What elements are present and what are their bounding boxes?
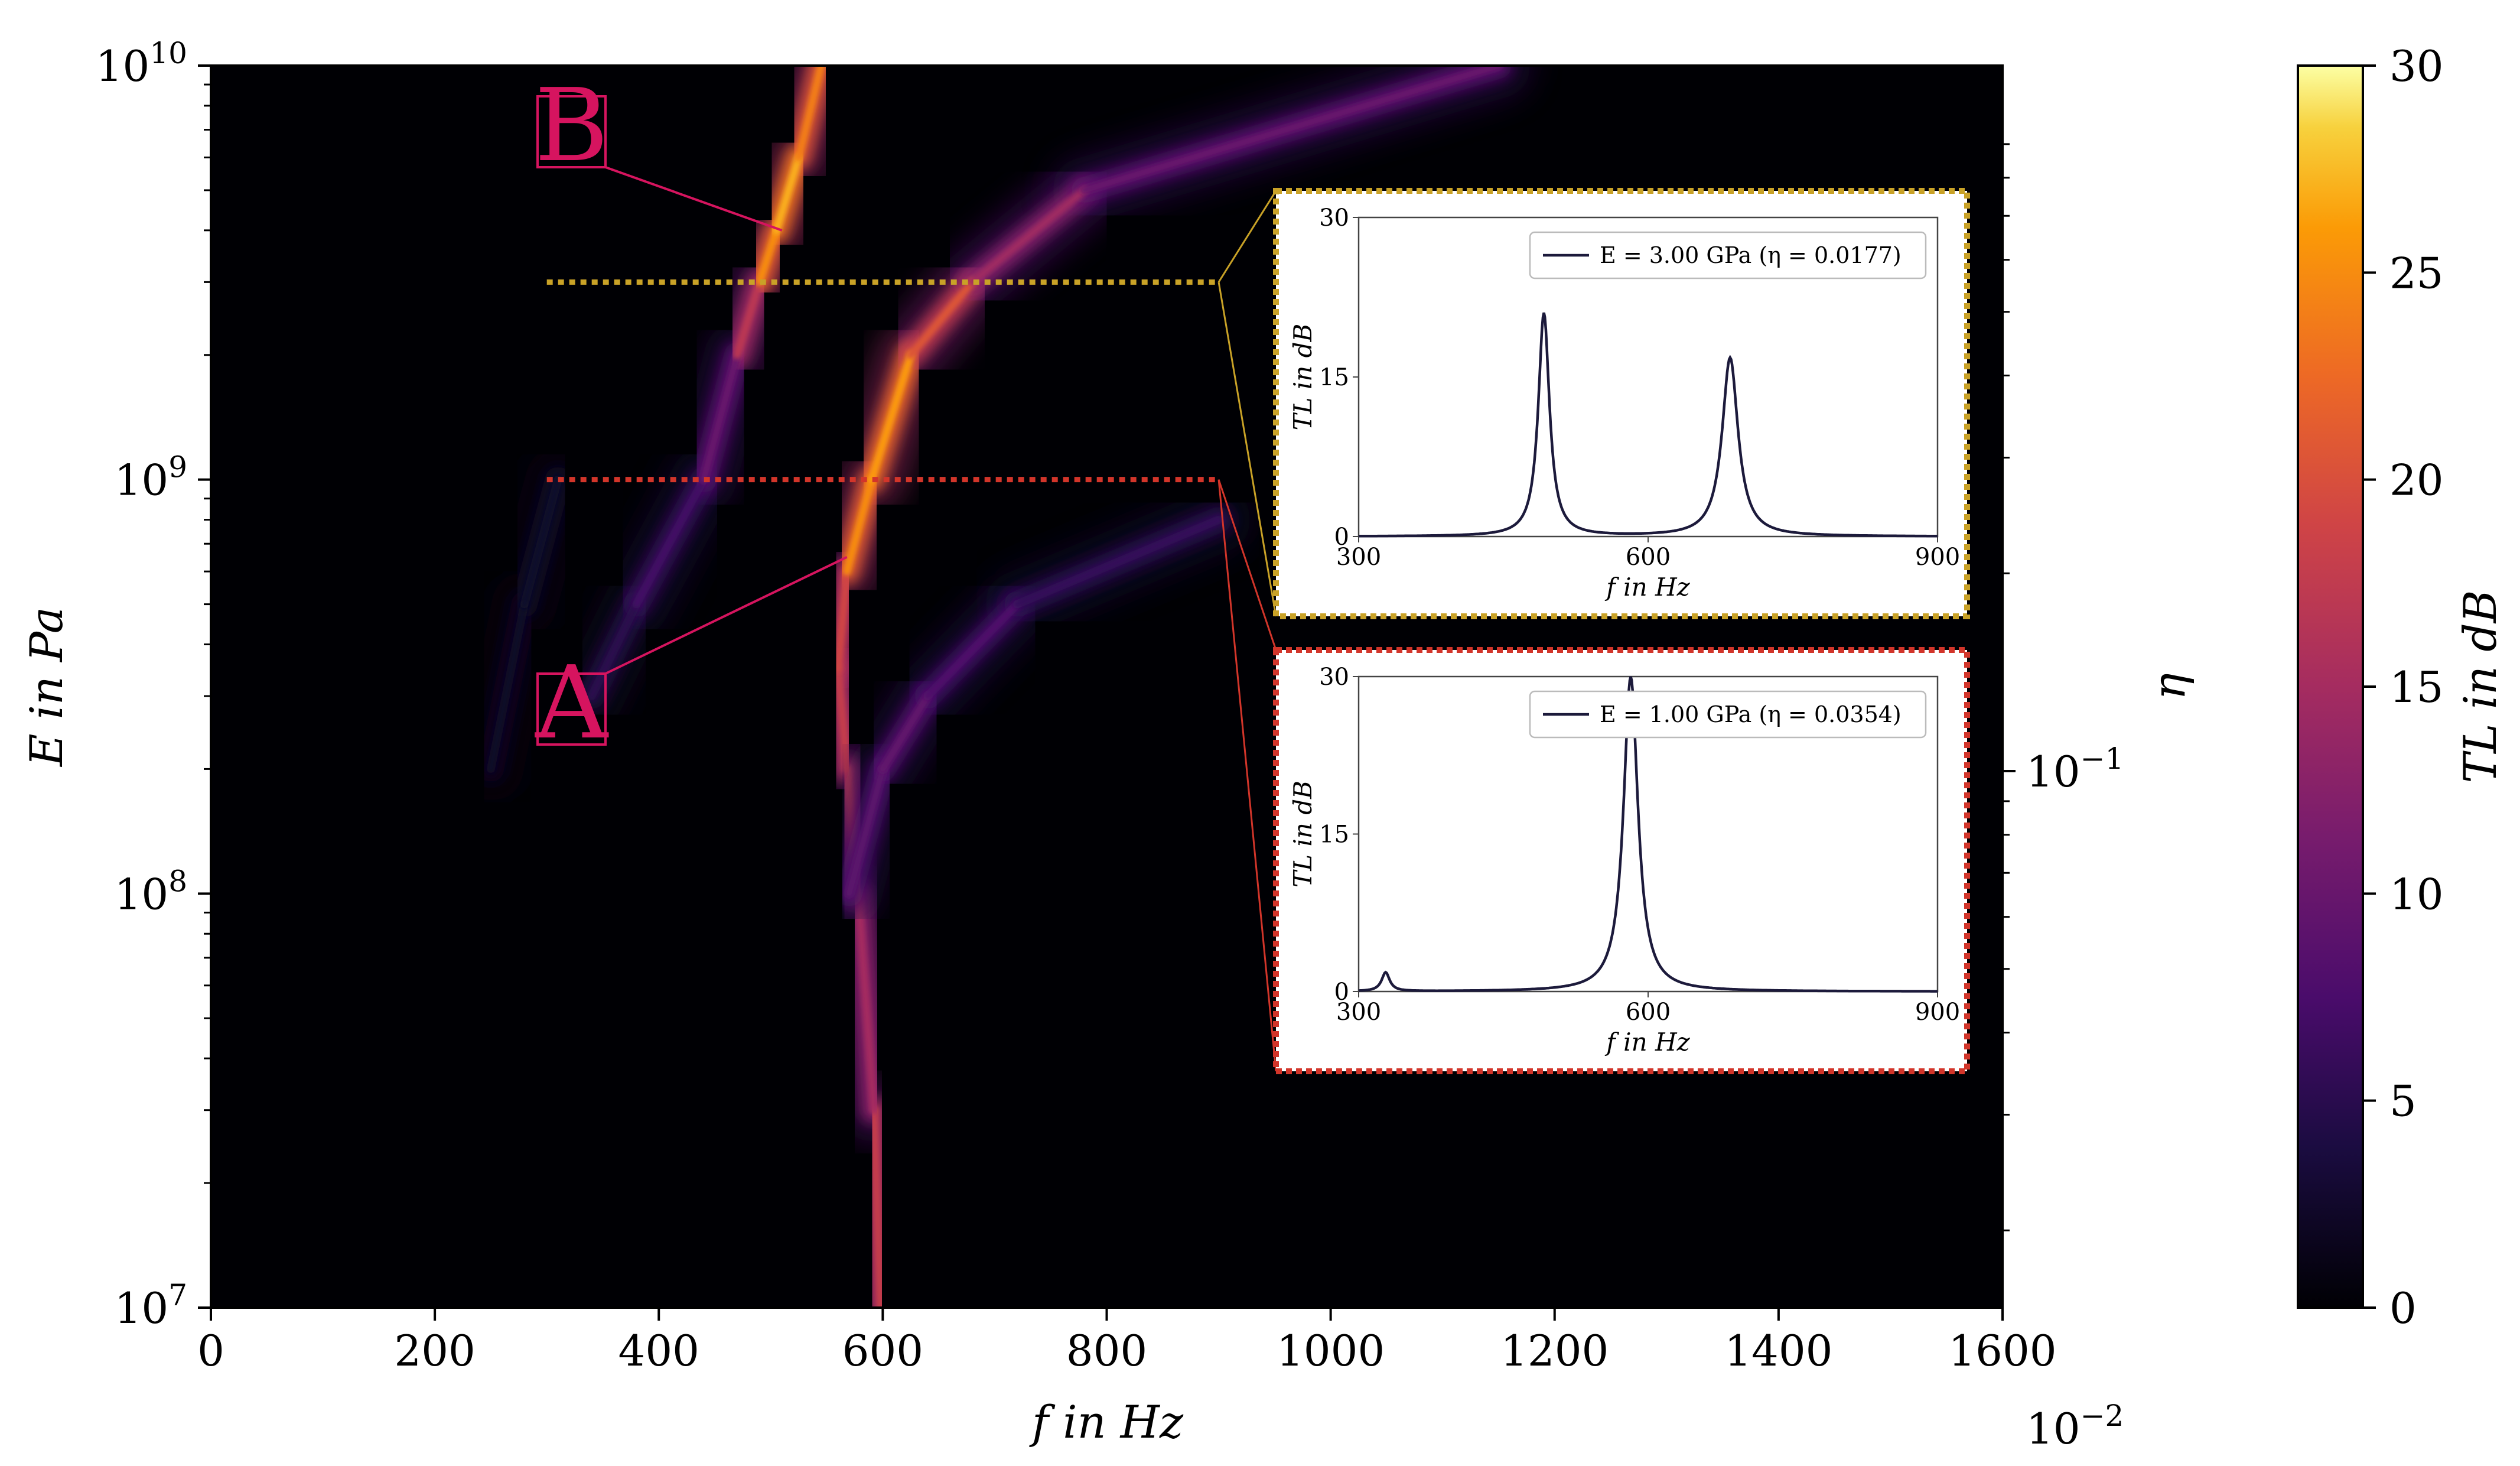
- marker-pointer: [605, 555, 848, 675]
- x-tick-label: 400: [618, 1326, 699, 1376]
- inset-y-tick-label: 0: [1334, 979, 1349, 1006]
- band-segment: [755, 226, 781, 287]
- colorbar-tick-label: 10: [2389, 869, 2444, 919]
- band-2: [816, 487, 1252, 927]
- band-segment: [906, 278, 977, 359]
- y-tick-label: 108: [115, 864, 187, 919]
- x-tick-label: 1600: [1948, 1326, 2056, 1376]
- y-tick-label: 109: [115, 450, 187, 505]
- inset-x-tick-label: 600: [1626, 544, 1671, 571]
- inset-y-axis-label: TL in dB: [1288, 781, 1317, 888]
- band-segment: [842, 475, 876, 576]
- band-segment: [878, 692, 932, 773]
- band-segment: [923, 600, 1021, 701]
- band-segment: [699, 350, 741, 484]
- band-segment: [854, 889, 878, 1114]
- band-segment: [1080, 66, 1503, 194]
- x-tick-label: 1400: [1724, 1326, 1832, 1376]
- inset-legend-label: E = 1.00 GPa (η = 0.0354): [1600, 701, 1902, 727]
- band-segment: [520, 475, 562, 609]
- inset-0: 300 600 900 0 15 30 f in Hz TL in dB E = 3.00 GP…: [1273, 188, 1970, 619]
- colorbar: 0 5 10 15 20 25 30: [2297, 41, 2444, 1333]
- inset-legend-label: E = 3.00 GPa (η = 0.0177): [1600, 242, 1902, 268]
- right-axis-label: η: [2143, 673, 2195, 700]
- inset-x-tick-label: 900: [1915, 544, 1960, 571]
- marker-box: [536, 672, 607, 746]
- x-tick-label: 200: [394, 1326, 475, 1376]
- colorbar-label: TL in dB: [2454, 590, 2506, 783]
- band-segment: [968, 186, 1089, 287]
- marker-a: A: [535, 555, 848, 762]
- colorbar-bar: [2297, 64, 2364, 1309]
- band-segment: [732, 278, 764, 359]
- inset-y-tick-label: 15: [1319, 821, 1349, 849]
- marker-label: A: [535, 645, 609, 762]
- band-segment: [834, 664, 851, 773]
- band-segment: [845, 765, 887, 898]
- marker-box: [536, 95, 607, 168]
- inset-curve: [1359, 312, 1938, 538]
- x-tick-label: 1000: [1277, 1326, 1385, 1376]
- inset-y-tick-label: 15: [1319, 364, 1349, 391]
- inset-y-tick-label: 30: [1319, 664, 1349, 691]
- inset-y-tick-label: 30: [1319, 204, 1349, 232]
- band-segment: [1012, 515, 1223, 609]
- x-tick-label: 1200: [1500, 1326, 1609, 1376]
- x-tick-label: 800: [1066, 1326, 1147, 1376]
- x-tick-label: 600: [842, 1326, 923, 1376]
- colorbar-tick-label: 5: [2389, 1077, 2417, 1126]
- band-3: [458, 447, 591, 802]
- band-segment: [867, 350, 915, 484]
- band-segment: [772, 153, 803, 235]
- x-axis-label: f in Hz: [1029, 1396, 1184, 1448]
- colorbar-tick-label: 30: [2389, 41, 2444, 91]
- inset-x-axis-label: f in Hz: [1604, 573, 1690, 602]
- y-tick-label: 107: [115, 1278, 187, 1333]
- inset-x-tick-label: 300: [1336, 999, 1381, 1026]
- x-tick-label: 0: [197, 1326, 224, 1376]
- inset-1: 300 600 900 0 15 30 f in Hz TL in dB E = 1.00 GP…: [1273, 647, 1970, 1074]
- inset-y-tick-label: 0: [1334, 524, 1349, 551]
- band-segment: [870, 1106, 885, 1308]
- inset-y-axis-label: TL in dB: [1288, 324, 1317, 431]
- inset-curve: [1358, 676, 1938, 993]
- connector-line: [1217, 479, 1277, 1072]
- connector-line: [1217, 190, 1277, 283]
- band-segment: [486, 600, 529, 773]
- y-axis-label: E in Pa: [20, 607, 73, 768]
- band-segment: [795, 66, 826, 162]
- inset-x-tick-label: 900: [1915, 999, 1960, 1026]
- colorbar-tick-label: 15: [2389, 662, 2444, 712]
- connector-line: [1217, 479, 1277, 651]
- inset-x-axis-label: f in Hz: [1604, 1028, 1690, 1057]
- inset-x-tick-label: 300: [1336, 544, 1381, 571]
- colorbar-tick-label: 0: [2389, 1283, 2417, 1333]
- band-segment: [632, 475, 708, 609]
- colorbar-tick-label: 20: [2389, 456, 2444, 505]
- band-segment: [834, 567, 851, 673]
- inset-x-tick-label: 600: [1626, 999, 1671, 1026]
- connector-line: [1217, 282, 1277, 617]
- band-1: [559, 66, 854, 729]
- marker-pointer: [605, 166, 783, 232]
- colorbar-tick-label: 25: [2389, 248, 2444, 298]
- marker-label: B: [535, 67, 608, 184]
- y-tick-label: 1010: [96, 36, 187, 91]
- right-tick-label: 10−1: [2026, 742, 2124, 797]
- right-tick-label: 10−2: [2026, 1399, 2124, 1454]
- inset-legend-box: [1529, 690, 1927, 739]
- band-segment: [587, 600, 641, 701]
- inset-legend-box: [1529, 231, 1927, 279]
- marker-b: B: [535, 67, 783, 232]
